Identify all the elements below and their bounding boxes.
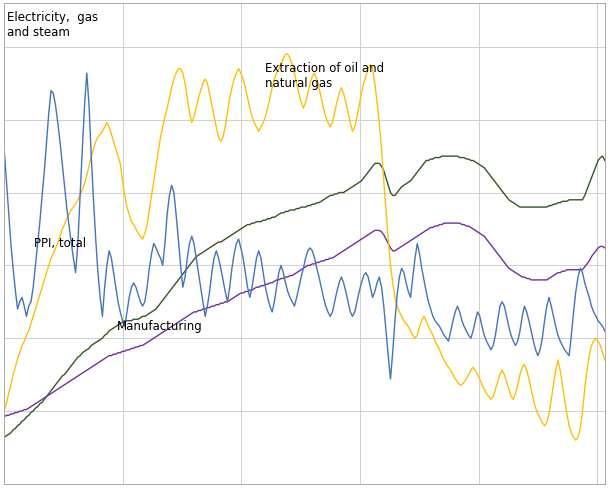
- Text: PPI, total: PPI, total: [34, 237, 86, 250]
- Text: Electricity,  gas
and steam: Electricity, gas and steam: [7, 11, 98, 40]
- Text: Manufacturing: Manufacturing: [117, 320, 203, 332]
- Text: Extraction of oil and
natural gas: Extraction of oil and natural gas: [265, 62, 384, 90]
